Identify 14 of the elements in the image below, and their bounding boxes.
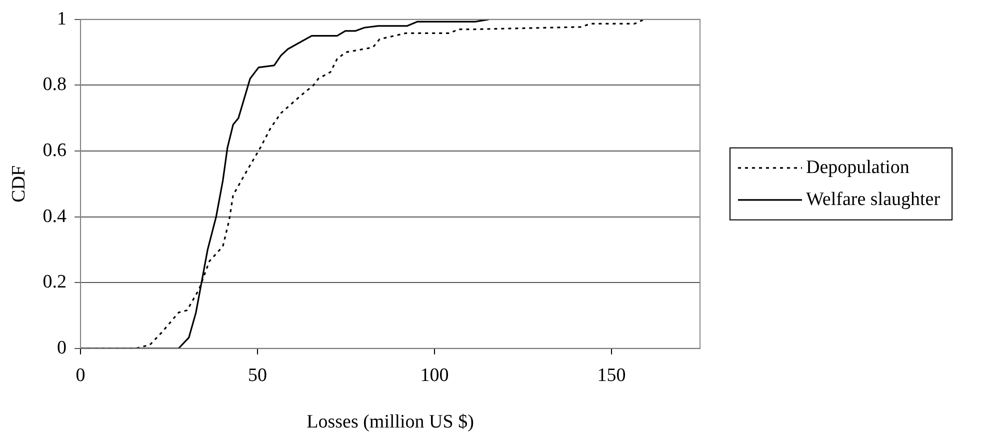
y-tick-label: 0.6 <box>42 140 67 161</box>
y-tick-label: 0 <box>57 337 67 358</box>
x-axis-title: Losses (million US $) <box>306 412 474 433</box>
x-tick-label: 0 <box>76 364 86 386</box>
y-tick-label: 0.8 <box>42 74 67 96</box>
x-tick-label: 50 <box>248 364 268 386</box>
legend-label: Welfare slaughter <box>806 188 941 210</box>
y-tick-label: 0.4 <box>42 206 68 227</box>
y-tick-label: 1 <box>57 8 67 30</box>
y-axis-title: CDF <box>8 165 30 202</box>
x-tick-label: 100 <box>420 364 449 386</box>
y-tick-label: 0.2 <box>42 272 67 293</box>
legend-label: Depopulation <box>806 156 910 178</box>
x-tick-label: 150 <box>597 364 626 386</box>
